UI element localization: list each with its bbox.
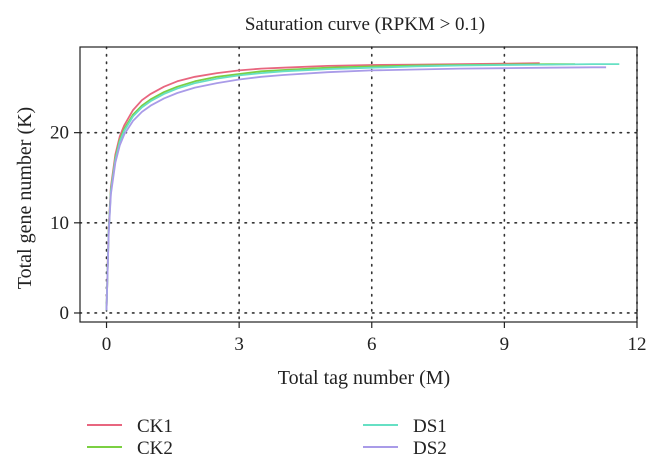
x-tick-label-3: 9: [500, 334, 510, 355]
x-axis-ticks: 0 3 6 9 12: [102, 322, 647, 355]
series-line-ds1: [105, 63, 620, 311]
chart-title: Saturation curve (RPKM > 0.1): [245, 14, 485, 35]
legend-label-ck2: CK2: [137, 438, 173, 459]
legend-label-ds2: DS2: [413, 438, 447, 459]
series-line-ck1: [105, 62, 540, 311]
legend-label-ds1: DS1: [413, 416, 447, 437]
y-tick-label-2: 20: [50, 123, 69, 144]
x-axis-label: Total tag number (M): [278, 367, 450, 389]
x-tick-label-1: 3: [234, 334, 244, 355]
x-tick-label-0: 0: [102, 334, 112, 355]
x-tick-label-2: 6: [367, 334, 377, 355]
plot-area-frame: [79, 46, 638, 323]
y-tick-label-0: 0: [60, 303, 70, 324]
series-line-ds2: [105, 66, 607, 311]
y-tick-label-1: 10: [50, 213, 69, 234]
grid-lines: [79, 46, 638, 323]
y-axis-label: Total gene number (K): [14, 107, 36, 289]
y-axis-ticks: 0 10 20: [50, 123, 80, 324]
series-lines: [105, 62, 620, 311]
legend-label-ck1: CK1: [137, 416, 173, 437]
x-tick-label-4: 12: [628, 334, 647, 355]
